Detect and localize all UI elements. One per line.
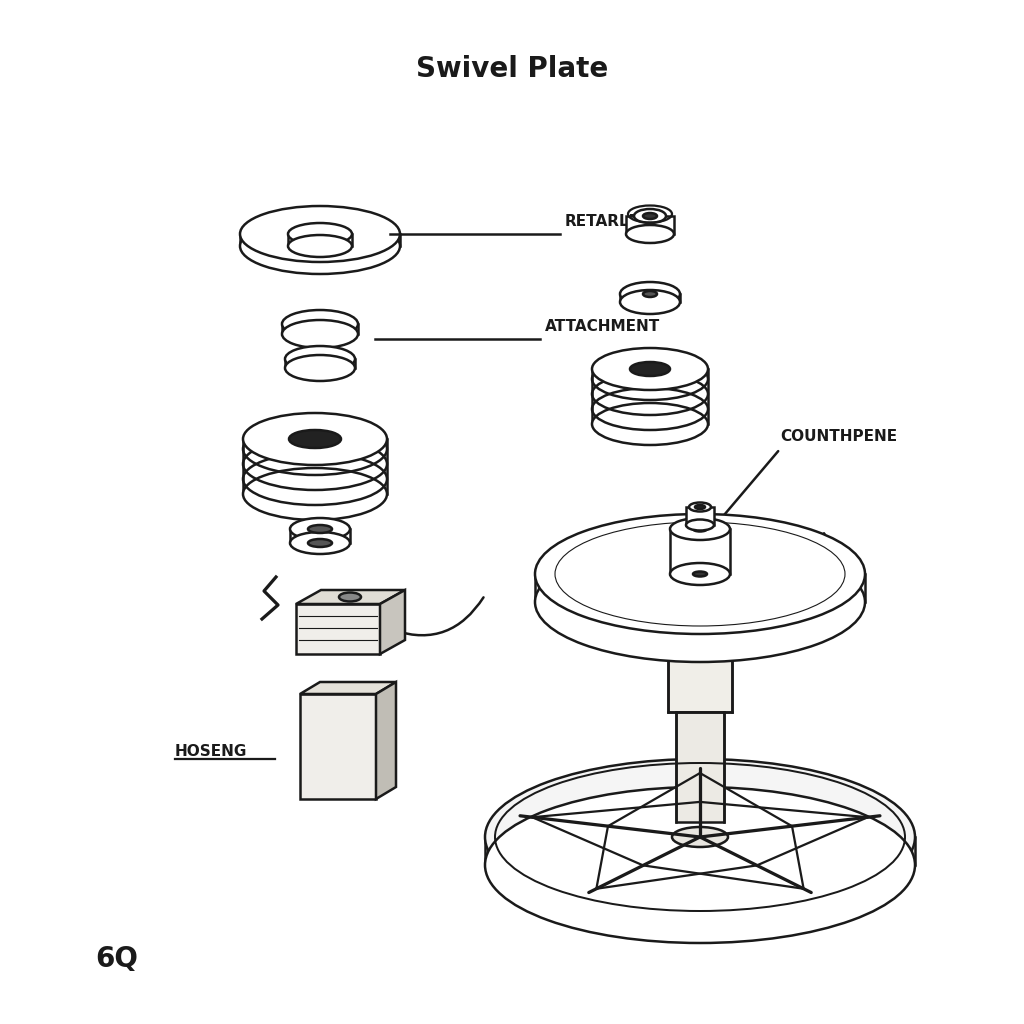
Ellipse shape xyxy=(485,787,915,943)
Polygon shape xyxy=(620,294,680,302)
Polygon shape xyxy=(296,590,406,604)
Ellipse shape xyxy=(288,234,352,257)
Polygon shape xyxy=(285,359,355,368)
Polygon shape xyxy=(485,837,915,865)
Ellipse shape xyxy=(289,430,341,449)
Ellipse shape xyxy=(308,525,332,534)
Ellipse shape xyxy=(693,571,707,577)
Ellipse shape xyxy=(285,355,355,381)
Ellipse shape xyxy=(592,348,708,390)
Ellipse shape xyxy=(535,514,865,634)
Ellipse shape xyxy=(285,346,355,372)
Text: ATTACHMENT: ATTACHMENT xyxy=(545,319,660,334)
Ellipse shape xyxy=(243,468,387,520)
Ellipse shape xyxy=(339,593,361,601)
Ellipse shape xyxy=(290,518,350,540)
Text: COUNTHPENE: COUNTHPENE xyxy=(780,429,897,444)
Ellipse shape xyxy=(485,759,915,915)
Polygon shape xyxy=(296,604,380,654)
Ellipse shape xyxy=(693,526,707,531)
Ellipse shape xyxy=(672,827,728,847)
Polygon shape xyxy=(240,234,400,246)
Ellipse shape xyxy=(243,413,387,465)
Ellipse shape xyxy=(282,319,358,348)
Ellipse shape xyxy=(686,519,714,530)
Ellipse shape xyxy=(288,223,352,245)
Ellipse shape xyxy=(670,563,730,585)
Polygon shape xyxy=(243,439,387,494)
Polygon shape xyxy=(282,324,358,334)
Ellipse shape xyxy=(620,290,680,314)
Polygon shape xyxy=(300,694,376,799)
Ellipse shape xyxy=(643,213,657,219)
Ellipse shape xyxy=(634,209,666,223)
Text: RETARLENG: RETARLENG xyxy=(565,214,666,229)
Polygon shape xyxy=(626,216,674,234)
Text: Swivel Plate: Swivel Plate xyxy=(416,55,608,83)
Polygon shape xyxy=(630,369,670,424)
Polygon shape xyxy=(686,507,714,525)
Text: 6Q: 6Q xyxy=(95,945,138,973)
Ellipse shape xyxy=(689,503,711,512)
Polygon shape xyxy=(376,682,396,799)
Polygon shape xyxy=(289,439,341,494)
Text: HOSENG: HOSENG xyxy=(175,744,248,759)
Polygon shape xyxy=(380,590,406,654)
Polygon shape xyxy=(668,602,732,712)
Ellipse shape xyxy=(308,539,332,547)
Polygon shape xyxy=(670,529,730,574)
Polygon shape xyxy=(592,369,708,424)
Polygon shape xyxy=(290,529,350,543)
Ellipse shape xyxy=(240,218,400,274)
Ellipse shape xyxy=(592,403,708,445)
Ellipse shape xyxy=(695,505,705,509)
Ellipse shape xyxy=(670,518,730,540)
Ellipse shape xyxy=(626,225,674,243)
Ellipse shape xyxy=(240,206,400,262)
Polygon shape xyxy=(300,682,396,694)
Ellipse shape xyxy=(643,291,657,297)
Polygon shape xyxy=(676,712,724,822)
Polygon shape xyxy=(288,234,352,246)
Ellipse shape xyxy=(535,542,865,662)
Ellipse shape xyxy=(290,532,350,554)
Ellipse shape xyxy=(282,310,358,338)
Ellipse shape xyxy=(620,282,680,306)
Polygon shape xyxy=(535,574,865,602)
Ellipse shape xyxy=(630,362,670,376)
